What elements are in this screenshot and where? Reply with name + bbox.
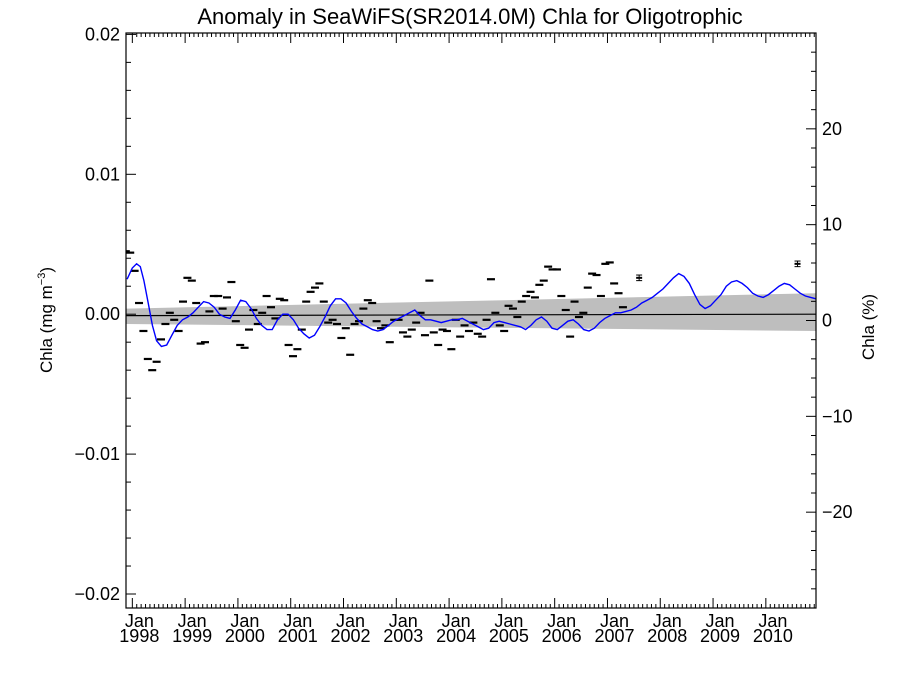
x-tick-label-year: 2008: [647, 626, 687, 646]
x-tick-label-month: Jan: [706, 611, 735, 631]
x-tick-label-year: 2001: [278, 626, 318, 646]
x-tick-label-year: 2007: [594, 626, 634, 646]
x-tick-label-month: Jan: [283, 611, 312, 631]
chart-title: Anomaly in SeaWiFS(SR2014.0M) Chla for O…: [197, 4, 742, 29]
smoothed-line-layer: [126, 262, 817, 348]
x-tick-label-month: Jan: [336, 611, 365, 631]
x-tick-label-year: 2000: [225, 626, 265, 646]
y-axis-label: Chla (mg m−3): [36, 267, 56, 373]
y2-axis-label: Chla (%): [859, 294, 878, 360]
x-tick-label-month: Jan: [389, 611, 418, 631]
x-tick-label-month: Jan: [547, 611, 576, 631]
x-tick-label-month: Jan: [442, 611, 471, 631]
error-bar-layer: [636, 260, 801, 282]
x-tick-label-year: 2002: [330, 626, 370, 646]
y2-tick-label: −20: [822, 502, 853, 522]
y-tick-label: 0.01: [85, 164, 120, 184]
x-tick-label-year: 1999: [172, 626, 212, 646]
x-axis: Jan1998Jan1999Jan2000Jan2001Jan2002Jan20…: [119, 33, 815, 646]
y2-tick-label: 10: [822, 215, 842, 235]
x-tick-label-month: Jan: [494, 611, 523, 631]
y-tick-label: 0.02: [85, 24, 120, 44]
y2-tick-label: 0: [822, 311, 832, 331]
x-tick-label-month: Jan: [178, 611, 207, 631]
x-tick-label-month: Jan: [653, 611, 682, 631]
y2-tick-label: 20: [822, 119, 842, 139]
trend-line: [125, 313, 817, 317]
smoothed-anomaly-line: [126, 262, 817, 348]
left-y-axis: −0.02 −0.01 0.00 0.01 0.02: [74, 24, 136, 604]
trend-line-layer: [125, 313, 817, 317]
x-tick-label-month: Jan: [125, 611, 154, 631]
y-tick-label: 0.00: [85, 304, 120, 324]
x-tick-label-year: 2009: [700, 626, 740, 646]
x-tick-label-year: 2010: [753, 626, 793, 646]
x-tick-label-year: 2003: [383, 626, 423, 646]
x-tick-label-year: 1998: [119, 626, 159, 646]
x-tick-label-month: Jan: [758, 611, 787, 631]
trend-confidence-band: [126, 293, 816, 331]
error-bar-point: [794, 260, 801, 268]
x-tick-label-month: Jan: [600, 611, 629, 631]
confidence-band-layer: [126, 293, 816, 331]
x-tick-label-month: Jan: [230, 611, 259, 631]
y-tick-label: −0.01: [74, 444, 120, 464]
x-tick-label-year: 2005: [489, 626, 529, 646]
y2-tick-label: −10: [822, 406, 853, 426]
x-tick-label-year: 2006: [542, 626, 582, 646]
right-y-axis: −20 −10 0 10 20: [806, 32, 853, 609]
x-tick-label-year: 2004: [436, 626, 476, 646]
error-bar-point: [636, 274, 643, 282]
monthly-anomaly-layer: [126, 250, 627, 372]
y-tick-label: −0.02: [74, 584, 120, 604]
